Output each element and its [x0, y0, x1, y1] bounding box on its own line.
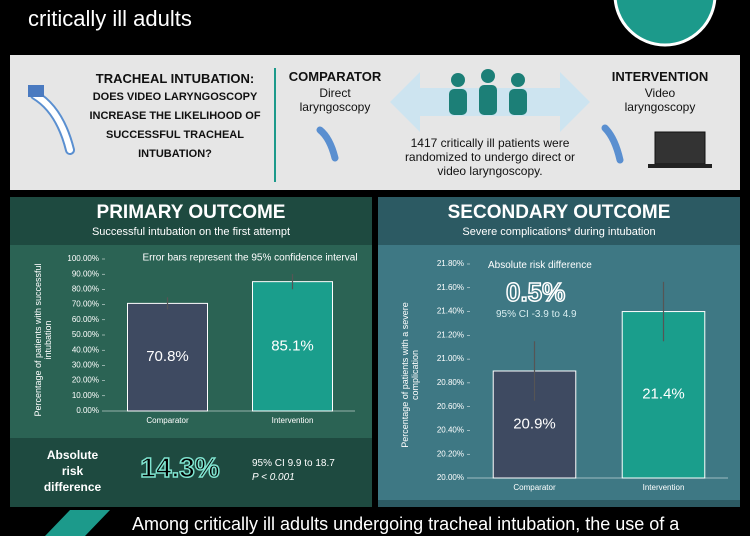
y-tick-label: 21.00%	[437, 354, 464, 363]
y-tick-label: 21.60%	[437, 283, 464, 292]
x-tick-label: Intervention	[272, 416, 314, 425]
population: 1417 critically ill patients were random…	[404, 136, 576, 178]
bar	[252, 281, 333, 412]
x-tick-label: Intervention	[643, 483, 685, 492]
y-tick-label: 21.20%	[437, 330, 464, 339]
question-text: DOES VIDEO LARYNGOSCOPY INCREASE THE LIK…	[89, 91, 261, 160]
y-tick-label: 30.00%	[72, 361, 99, 370]
y-tick-label: 90.00%	[72, 269, 99, 278]
chart-title: PRIMARY OUTCOME	[96, 202, 286, 223]
x-tick-label: Comparator	[513, 483, 556, 492]
footer-text: Among critically ill adults undergoing t…	[132, 514, 680, 534]
chart-subtitle: Severe complications* during intubation	[462, 226, 656, 238]
y-tick-label: 10.00%	[72, 391, 99, 400]
footer-bg	[0, 510, 750, 536]
tube-icon	[28, 85, 624, 164]
note: Error bars represent the 95% confidence …	[142, 253, 357, 264]
comparator-label: COMPARATOR	[288, 69, 382, 84]
comparator-text: Direct laryngoscopy	[299, 86, 371, 114]
y-tick-label: 50.00%	[72, 330, 99, 339]
chart-title: SECONDARY OUTCOME	[447, 202, 671, 223]
y-tick-label: 20.60%	[437, 402, 464, 411]
y-axis-label: Percentage of patients with a severe com…	[400, 302, 420, 448]
people-icon	[449, 69, 527, 115]
summary-p: P < 0.001	[252, 472, 295, 483]
x-tick-label: Comparator	[146, 416, 189, 425]
value-label: 85.1%	[271, 337, 314, 354]
headline: 0.5%	[505, 276, 566, 308]
title: critically ill adults	[28, 6, 192, 31]
value-label: 70.8%	[146, 348, 189, 365]
y-tick-label: 0.00%	[76, 406, 99, 415]
summary-headline: 14.3%	[140, 451, 221, 484]
logo	[613, 0, 717, 47]
y-tick-label: 60.00%	[72, 315, 99, 324]
value-label: 21.4%	[642, 386, 685, 403]
footer-icon	[45, 510, 110, 536]
y-tick-label: 20.00%	[437, 473, 464, 482]
y-tick-label: 20.80%	[437, 378, 464, 387]
y-tick-label: 40.00%	[72, 345, 99, 354]
y-axis-label: Percentage of patients with successful i…	[33, 263, 53, 417]
y-tick-label: 70.00%	[72, 300, 99, 309]
chart-subtitle: Successful intubation on the first attem…	[91, 226, 291, 238]
summary-label: Absolute risk difference	[43, 448, 102, 494]
y-tick-label: 21.40%	[437, 307, 464, 316]
note: Absolute risk difference	[488, 260, 592, 271]
y-tick-label: 20.40%	[437, 426, 464, 435]
y-tick-label: 21.80%	[437, 259, 464, 268]
y-tick-label: 100.00%	[67, 254, 99, 263]
summary-ci: 95% CI 9.9 to 18.7	[252, 458, 335, 469]
question: TRACHEAL INTUBATION: DOES VIDEO LARYNGOS…	[85, 70, 265, 163]
value-label: 20.9%	[513, 415, 556, 432]
intervention-text: Video laryngoscopy	[624, 86, 696, 114]
ci: 95% CI -3.9 to 4.9	[496, 309, 577, 320]
bar	[127, 302, 208, 412]
y-tick-label: 20.20%	[437, 449, 464, 458]
y-tick-label: 20.00%	[72, 376, 99, 385]
question-lead: TRACHEAL INTUBATION:	[95, 71, 255, 86]
y-tick-label: 80.00%	[72, 285, 99, 294]
laptop-icon	[648, 131, 712, 168]
intervention-label: INTERVENTION	[611, 69, 709, 84]
question-bg	[10, 55, 740, 190]
